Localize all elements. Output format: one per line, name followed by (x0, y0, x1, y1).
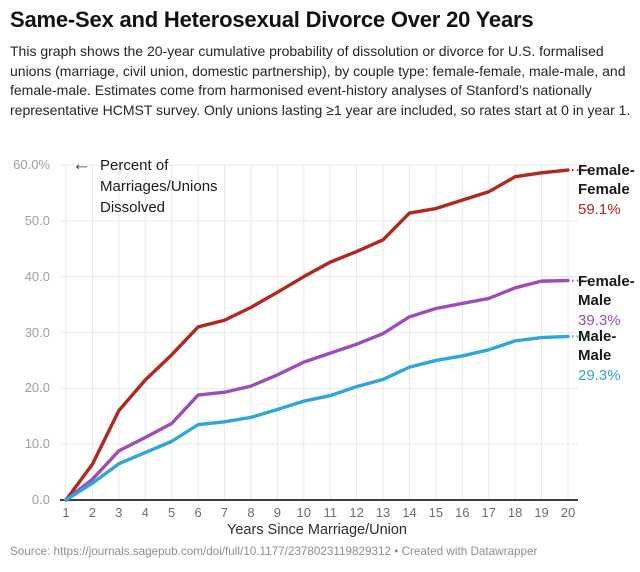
legend-series-name: Female- Male (578, 272, 635, 309)
series-line-male-male (64, 334, 570, 502)
x-tick-label: 16 (455, 505, 470, 520)
x-tick-label: 1 (62, 505, 70, 520)
legend-end-value: 39.3% (578, 311, 621, 329)
source-separator: • (394, 545, 399, 558)
annotation-text: Percent of Marriages/Unions Dissolved (100, 157, 218, 216)
y-tick-label: 40.0 (24, 268, 50, 284)
x-tick-label: 11 (323, 505, 337, 520)
x-tick-label: 4 (141, 505, 149, 520)
x-tick-label: 12 (349, 505, 364, 520)
y-tick-label: 60.0% (13, 157, 50, 172)
legend-item-female-male: Female- Male 39.3% (578, 272, 640, 331)
chart-area: ← Percent of Marriages/Unions Dissolved … (0, 150, 640, 558)
y-tick-label: 30.0 (24, 324, 50, 340)
x-tick-label: 10 (296, 505, 311, 520)
x-tick-label: 7 (220, 505, 229, 520)
legend-series-name: Male- Male (578, 328, 617, 365)
x-tick-label: 9 (273, 505, 281, 520)
x-tick-label: 13 (375, 505, 391, 520)
x-tick-label: 17 (481, 505, 496, 520)
y-tick-label: 20.0 (24, 380, 50, 396)
y-axis-annotation: ← Percent of Marriages/Unions Dissolved (72, 155, 278, 218)
series-line-female-female (64, 168, 570, 502)
legend-end-value: 29.3% (578, 367, 621, 385)
x-tick-label: 18 (507, 505, 523, 520)
legend-item-male-male: Male- Male 29.3% (578, 327, 640, 386)
series-line-female-male (64, 278, 570, 502)
source-link[interactable]: https://journals.sagepub.com/doi/full/10… (53, 545, 391, 558)
y-tick-label: 10.0 (24, 436, 50, 452)
left-arrow-icon: ← (72, 154, 91, 175)
x-tick-label: 3 (115, 505, 123, 520)
x-tick-label: 15 (428, 505, 444, 520)
source-line: Source: https://journals.sagepub.com/doi… (10, 544, 635, 559)
x-tick-label: 2 (88, 505, 97, 520)
source-credit: Created with Datawrapper (401, 545, 538, 558)
page-title: Same-Sex and Heterosexual Divorce Over 2… (10, 7, 534, 32)
source-label: Source: (10, 545, 51, 558)
y-tick-label: 50.0 (24, 212, 50, 228)
x-tick-label: 5 (168, 505, 176, 520)
legend-series-name: Female- Female (578, 162, 635, 199)
x-tick-label: 6 (194, 505, 202, 520)
x-tick-label: 14 (402, 505, 417, 520)
x-tick-label: 19 (534, 505, 549, 520)
x-tick-label: 20 (560, 505, 576, 520)
chart-svg (60, 164, 590, 502)
y-tick-label: 0.0 (31, 492, 50, 507)
legend-end-value: 59.1% (578, 201, 621, 219)
x-axis-title: Years Since Marriage/Union (226, 522, 407, 538)
x-tick-label: 8 (247, 505, 255, 520)
chart-description: This graph shows the 20-year cumulative … (10, 43, 631, 118)
legend-item-female-female: Female- Female 59.1% (578, 161, 640, 220)
